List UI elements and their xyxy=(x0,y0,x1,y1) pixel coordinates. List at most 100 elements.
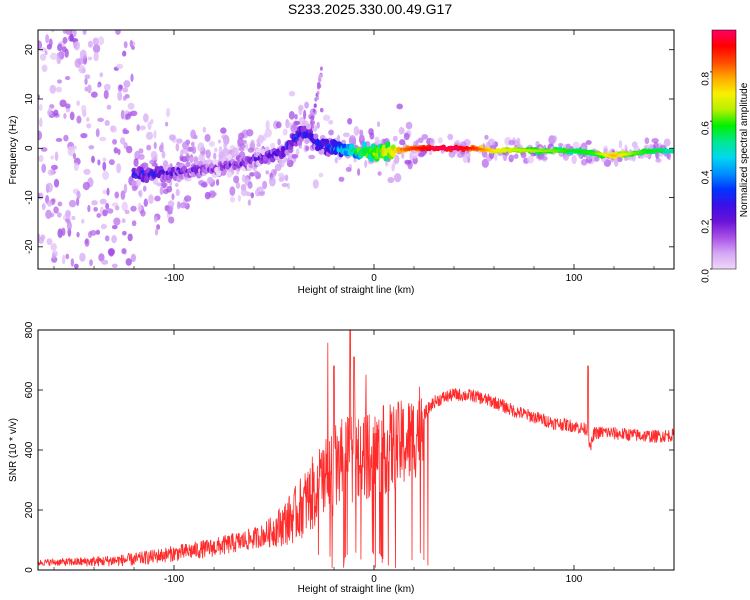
heatmap-cell xyxy=(240,189,248,197)
heatmap-cell xyxy=(265,120,270,130)
heatmap-cell xyxy=(63,134,69,142)
heatmap-cell xyxy=(38,130,43,141)
heatmap-cell xyxy=(334,157,338,164)
heatmap-cell xyxy=(79,252,86,262)
heatmap-cell xyxy=(181,141,189,150)
heatmap-cell xyxy=(125,258,132,266)
heatmap-cell xyxy=(230,196,235,203)
heatmap-cell xyxy=(127,233,133,242)
heatmap-cell xyxy=(312,108,316,113)
heatmap-cell xyxy=(81,218,85,224)
heatmap-cell xyxy=(41,64,48,73)
heatmap-cell xyxy=(45,182,53,193)
heatmap-cell xyxy=(184,195,192,202)
chart-title: S233.2025.330.00.49.G17 xyxy=(288,1,452,17)
heatmap-cell xyxy=(123,80,131,88)
heatmap-cell xyxy=(312,179,319,189)
heatmap-cell xyxy=(50,243,57,251)
heatmap-cell xyxy=(328,120,334,125)
heatmap-cell xyxy=(306,123,312,130)
heatmap-cell xyxy=(241,139,248,144)
heatmap-cell xyxy=(113,217,121,226)
heatmap-cell xyxy=(130,110,138,117)
heatmap-cell xyxy=(61,227,66,236)
heatmap-cell xyxy=(179,202,187,209)
snr-y-ticks: 0 200 400 600 800 xyxy=(24,321,674,573)
heatmap-cell xyxy=(167,200,175,208)
heatmap-cell xyxy=(338,176,345,182)
y-tick-label: 0 xyxy=(24,567,35,573)
heatmap-cell xyxy=(153,130,157,139)
heatmap-cell xyxy=(55,137,63,143)
heatmap-cell xyxy=(176,138,183,144)
heatmap-cell xyxy=(361,141,367,148)
heatmap-cell xyxy=(98,253,105,262)
heatmap-cell xyxy=(229,186,236,196)
heatmap-cell xyxy=(69,33,74,42)
heatmap-cell xyxy=(38,237,45,244)
heatmap-cell xyxy=(270,142,276,149)
heatmap-cell xyxy=(130,253,137,263)
heatmap-cell xyxy=(526,155,535,164)
heatmap-cell xyxy=(87,84,92,94)
heatmap-cell xyxy=(87,204,91,213)
heatmap-cell xyxy=(401,152,405,159)
heatmap-cell xyxy=(508,154,516,160)
heatmap-cell xyxy=(84,74,91,80)
heatmap-cell xyxy=(86,123,92,129)
heatmap-cell xyxy=(401,127,405,134)
heatmap-cell xyxy=(447,133,454,141)
heatmap-cell xyxy=(66,221,72,231)
heatmap-cell xyxy=(153,141,157,150)
heatmap-cell xyxy=(508,139,516,146)
heatmap-cell xyxy=(76,115,82,124)
heatmap-cell xyxy=(385,141,391,148)
heatmap-cell xyxy=(111,225,118,230)
colorbar-tick-label: 0.0 xyxy=(701,269,712,283)
heatmap-cell xyxy=(345,166,352,173)
heatmap-cell xyxy=(92,37,99,46)
heatmap-cell xyxy=(122,95,127,101)
heatmap-cell xyxy=(624,144,628,152)
heatmap-cell xyxy=(286,158,291,163)
heatmap-cell xyxy=(121,218,126,224)
heatmap-cell xyxy=(50,30,55,33)
heatmap-cell xyxy=(572,141,580,150)
spectrogram-y-label: Frequency (Hz) xyxy=(8,116,19,185)
heatmap-cell xyxy=(106,187,110,196)
heatmap-cell xyxy=(102,170,110,180)
heatmap-cell xyxy=(165,107,171,118)
heatmap-cell xyxy=(101,259,109,265)
heatmap-cell xyxy=(318,172,324,178)
heatmap-cell xyxy=(57,201,63,207)
heatmap-cell xyxy=(99,72,104,78)
heatmap-cell xyxy=(368,128,374,136)
heatmap-cell xyxy=(84,78,88,85)
heatmap-cell xyxy=(223,140,228,150)
heatmap-cell xyxy=(131,220,137,227)
heatmap-cell xyxy=(47,169,55,176)
heatmap-cell xyxy=(571,154,577,165)
heatmap-cell xyxy=(217,139,222,144)
heatmap-cell xyxy=(213,152,217,160)
heatmap-cell xyxy=(102,157,107,162)
heatmap-cell xyxy=(276,121,282,129)
heatmap-cell xyxy=(359,133,365,142)
heatmap-cell xyxy=(147,121,152,130)
heatmap-cell xyxy=(237,194,242,202)
colorbar-ticks: 0.0 0.2 0.4 0.6 0.8 xyxy=(701,71,712,283)
heatmap-cell xyxy=(391,164,395,172)
heatmap-cell xyxy=(257,134,264,144)
heatmap-cell xyxy=(394,154,400,164)
heatmap-cell xyxy=(290,124,298,133)
y-tick-label: 400 xyxy=(24,441,35,458)
heatmap-cell xyxy=(62,254,66,265)
heatmap-cell xyxy=(418,152,425,158)
heatmap-cell xyxy=(166,185,173,193)
heatmap-cell xyxy=(134,150,141,161)
heatmap-cell xyxy=(250,192,255,199)
heatmap-cell xyxy=(62,36,68,44)
heatmap-cell xyxy=(137,202,142,213)
